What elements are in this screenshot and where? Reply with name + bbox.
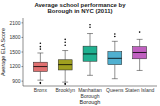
y-axis-line bbox=[23, 18, 24, 86]
median bbox=[108, 58, 122, 59]
box bbox=[133, 47, 147, 59]
whisker-high bbox=[40, 53, 41, 62]
median bbox=[83, 53, 97, 54]
whisker-low bbox=[139, 59, 140, 71]
whisker-cap-low bbox=[87, 75, 93, 76]
y-tick-label: 1200 bbox=[9, 63, 20, 69]
box bbox=[33, 62, 47, 71]
flier bbox=[89, 24, 91, 26]
x-tick-label: Bronx bbox=[34, 87, 48, 93]
y-axis-label: Average ELA Score bbox=[0, 28, 6, 76]
whisker-cap-high bbox=[137, 39, 143, 40]
y-tick-label: 1500 bbox=[9, 49, 20, 55]
y-tick-label: 900 bbox=[12, 78, 21, 84]
x-tick-label: Queens bbox=[106, 87, 124, 93]
whisker-cap-high bbox=[87, 33, 93, 34]
whisker-cap-low bbox=[137, 70, 143, 71]
y-tick bbox=[22, 52, 24, 53]
whisker-high bbox=[90, 34, 91, 47]
y-tick bbox=[22, 66, 24, 67]
box bbox=[83, 46, 97, 61]
median bbox=[58, 64, 72, 65]
flier bbox=[64, 84, 66, 86]
whisker-low bbox=[114, 65, 115, 79]
box bbox=[108, 52, 122, 65]
x-tick-label: Brooklyn bbox=[55, 87, 75, 93]
whisker-cap-low bbox=[62, 82, 68, 83]
flier bbox=[40, 83, 42, 85]
whisker-cap-low bbox=[112, 78, 118, 79]
flier bbox=[114, 33, 116, 35]
flier bbox=[139, 31, 141, 33]
flier bbox=[40, 46, 42, 48]
x-tick-label: Staten Island bbox=[125, 87, 154, 93]
whisker-high bbox=[114, 41, 115, 51]
y-tick bbox=[22, 37, 24, 38]
flier bbox=[40, 82, 42, 84]
y-tick bbox=[22, 22, 24, 23]
whisker-high bbox=[65, 51, 66, 60]
flier bbox=[114, 36, 116, 38]
whisker-cap-high bbox=[62, 50, 68, 51]
y-tick-label: 2100 bbox=[9, 20, 20, 26]
whisker-high bbox=[139, 39, 140, 46]
whisker-cap-low bbox=[37, 80, 43, 81]
y-tick-label: 1800 bbox=[9, 34, 20, 40]
whisker-low bbox=[90, 61, 91, 75]
flier bbox=[89, 26, 91, 28]
chart: Average school performance byBorough in … bbox=[0, 0, 160, 106]
y-tick bbox=[22, 81, 24, 82]
flier bbox=[64, 83, 66, 85]
flier bbox=[40, 48, 42, 50]
title: Average school performance byBorough in … bbox=[34, 2, 126, 15]
whisker-cap-high bbox=[112, 41, 118, 42]
flier bbox=[40, 42, 42, 44]
box bbox=[58, 60, 72, 70]
whisker-low bbox=[65, 70, 66, 82]
flier bbox=[64, 41, 66, 43]
plot-marks bbox=[33, 24, 146, 85]
median bbox=[33, 66, 47, 67]
median bbox=[133, 52, 147, 53]
x-axis-label: Borough bbox=[80, 99, 101, 105]
x-tick-label: ManhattanBorough bbox=[78, 87, 102, 99]
flier bbox=[64, 39, 66, 41]
whisker-cap-high bbox=[37, 52, 43, 53]
flier bbox=[64, 44, 66, 46]
whisker-low bbox=[40, 71, 41, 80]
